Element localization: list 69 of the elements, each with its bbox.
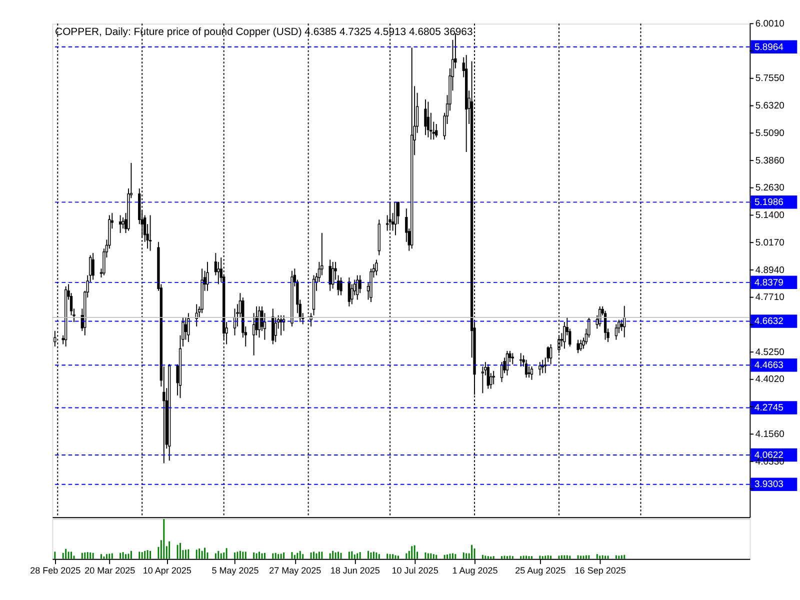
- candlestick: [348, 277, 351, 307]
- candlestick: [426, 101, 430, 138]
- candlestick: [350, 284, 354, 305]
- candlestick: [206, 261, 209, 292]
- y-tick-label: 5.5090: [755, 128, 784, 139]
- x-tick-label: 5 May 2025: [212, 566, 259, 576]
- chart-title: COPPER, Daily: Future price of pound Copper (USD) 4.6385 4.7325 4.5913 4.6805 36963: [55, 27, 473, 38]
- x-tick-label: 28 Feb 2025: [30, 566, 81, 576]
- ref-line-label: 3.9303: [754, 479, 784, 490]
- ref-line-label: 5.1986: [754, 197, 784, 208]
- candlestick: [563, 322, 566, 350]
- candlestick: [328, 259, 332, 292]
- y-tick-label: 5.2630: [755, 182, 784, 194]
- candlestick: [396, 201, 400, 225]
- candlestick: [541, 359, 544, 374]
- candlestick: [118, 214, 122, 234]
- candlestick: [435, 124, 438, 138]
- x-tick-label: 1 Aug 2025: [452, 566, 498, 576]
- candlestick: [122, 216, 124, 230]
- candlestick: [481, 366, 484, 394]
- candlestick: [92, 252, 94, 280]
- candlestick: [394, 201, 397, 236]
- candlestick: [620, 319, 623, 332]
- y-tick-label: 6.0010: [755, 18, 784, 30]
- candlestick: [614, 324, 618, 340]
- candlestick: [280, 314, 282, 336]
- y-tick-label: 4.7710: [755, 292, 784, 304]
- x-tick-label: 16 Sep 2025: [574, 566, 626, 576]
- y-tick-label: 5.7550: [755, 73, 784, 84]
- ref-line-label: 4.2745: [754, 402, 784, 414]
- ref-line-label: 4.4663: [754, 360, 784, 371]
- candlestick: [549, 344, 552, 365]
- candlestick: [217, 261, 220, 285]
- y-tick-label: 5.0170: [755, 237, 784, 248]
- candlestick: [332, 261, 334, 290]
- x-tick-label: 27 May 2025: [269, 566, 322, 576]
- y-tick-label: 4.1560: [755, 428, 784, 440]
- y-tick-label: 5.6320: [755, 100, 784, 112]
- candlestick: [576, 339, 580, 354]
- x-tick-label: 10 Apr 2025: [142, 566, 192, 576]
- y-tick-label: 4.8940: [755, 264, 784, 276]
- x-tick-label: 10 Jul 2025: [392, 566, 438, 576]
- ref-line-label: 4.8379: [754, 277, 784, 288]
- y-tick-label: 5.3860: [755, 155, 784, 166]
- candlestick: [148, 214, 152, 252]
- candlestick: [530, 366, 534, 380]
- candlestick: [506, 350, 509, 376]
- candlestick: [187, 312, 190, 342]
- candlestick: [486, 364, 490, 390]
- candlestick: [336, 274, 340, 296]
- ref-line-label: 4.6632: [754, 316, 784, 328]
- candlestick: [375, 259, 378, 276]
- candlestick: [424, 99, 427, 136]
- y-tick-label: 4.5250: [755, 346, 784, 358]
- candlestick: [272, 308, 274, 345]
- candlestick: [579, 339, 582, 352]
- candlestick: [538, 362, 542, 376]
- candlestick: [524, 359, 528, 378]
- y-tick-label: 4.4020: [755, 374, 784, 386]
- candlestick: [511, 352, 514, 365]
- x-tick-label: 25 Aug 2025: [515, 566, 566, 576]
- x-tick-label: 20 Mar 2025: [84, 566, 136, 576]
- candlestick: [604, 310, 607, 340]
- candlestick: [520, 352, 522, 367]
- y-tick-label: 5.1400: [755, 210, 784, 222]
- candlestick: [492, 370, 495, 385]
- x-tick-label: 18 Jun 2025: [330, 566, 380, 576]
- candlestick: [340, 277, 342, 296]
- ref-line-label: 5.8964: [754, 42, 784, 53]
